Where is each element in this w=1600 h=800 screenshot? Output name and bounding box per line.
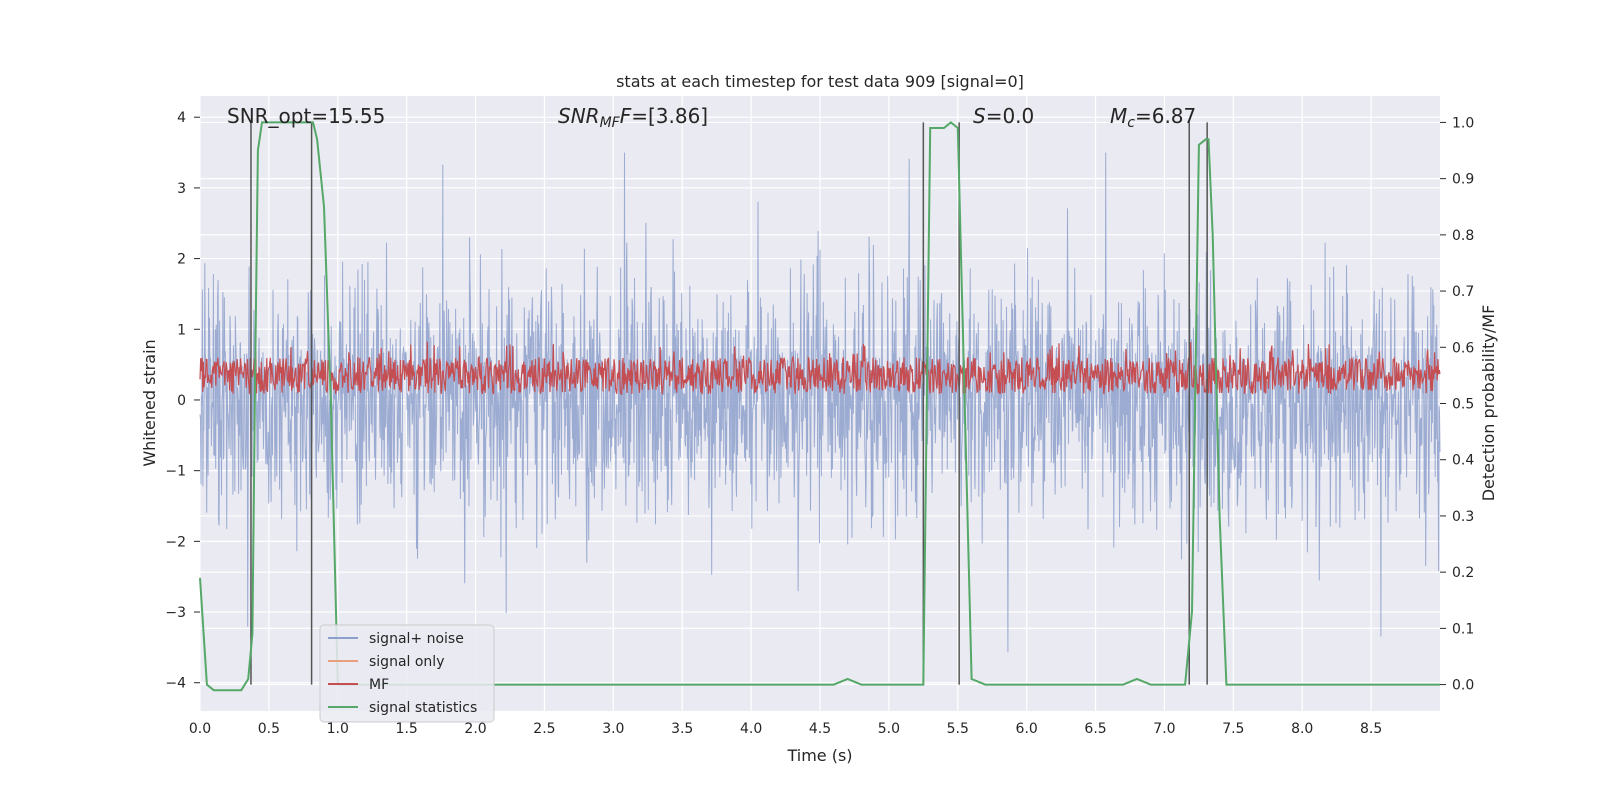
x-tick-label: 0.0 xyxy=(189,721,211,737)
y-tick-label-left: 0 xyxy=(177,393,186,409)
x-tick-label: 8.0 xyxy=(1291,721,1313,737)
y-tick-label-right: 1.0 xyxy=(1452,115,1474,131)
y-tick-label-right: 0.4 xyxy=(1452,453,1474,469)
series-layer xyxy=(199,121,1441,692)
y-tick-label-right: 0.3 xyxy=(1452,509,1474,525)
series-mf xyxy=(199,341,1441,395)
x-axis-label: Time (s) xyxy=(786,746,852,765)
x-tick-label: 8.5 xyxy=(1360,721,1382,737)
y-tick-label-left: 3 xyxy=(177,181,186,197)
legend-label-mf: MF xyxy=(369,677,389,693)
y-axis-label-left: Whitened strain xyxy=(140,339,159,466)
x-tick-label: 6.5 xyxy=(1084,721,1106,737)
x-tick-label: 6.0 xyxy=(1016,721,1038,737)
y-tick-label-right: 0.8 xyxy=(1452,228,1474,244)
y-tick-label-right: 0.9 xyxy=(1452,172,1474,188)
y-tick-label-left: −4 xyxy=(165,676,186,692)
y-tick-label-left: −1 xyxy=(165,464,186,480)
legend: signal+ noise signal only MF signal stat… xyxy=(319,624,495,723)
chart-title: stats at each timestep for test data 909… xyxy=(616,72,1024,91)
x-tick-label: 5.5 xyxy=(947,721,969,737)
y-tick-label-left: −2 xyxy=(165,534,186,550)
y-tick-label-right: 0.0 xyxy=(1452,678,1474,694)
x-tick-label: 3.0 xyxy=(602,721,624,737)
annotation-snr-opt: SNR_opt=15.55 xyxy=(227,104,385,128)
x-tick-label: 5.0 xyxy=(878,721,900,737)
y-axis-label-right: Detection probability/MF xyxy=(1479,305,1498,502)
annotation-s: S=0.0 xyxy=(973,104,1034,128)
x-tick-label: 1.0 xyxy=(327,721,349,737)
y-tick-label-right: 0.2 xyxy=(1452,565,1474,581)
annotation-mc: Mc=6.87 xyxy=(1110,104,1196,131)
x-tick-label: 2.0 xyxy=(464,721,486,737)
ticks: 0.0 0.5 1.0 1.5 2.0 2.5 3.0 3.5 4.0 4.5 5.0 5.5 6.0 6… xyxy=(165,110,1474,737)
y-tick-label-left: 1 xyxy=(177,322,186,338)
x-tick-label: 3.5 xyxy=(671,721,693,737)
x-tick-label: 4.0 xyxy=(740,721,762,737)
y-tick-label-left: −3 xyxy=(165,605,186,621)
x-tick-label: 7.0 xyxy=(1153,721,1175,737)
y-tick-label-left: 4 xyxy=(177,110,186,126)
x-tick-label: 1.5 xyxy=(396,721,418,737)
legend-label-signal-statistics: signal statistics xyxy=(369,700,477,716)
y-tick-label-right: 0.6 xyxy=(1452,340,1474,356)
legend-label-signal-only: signal only xyxy=(369,654,444,670)
x-tick-label: 4.5 xyxy=(809,721,831,737)
y-tick-label-right: 0.1 xyxy=(1452,621,1474,637)
legend-box xyxy=(319,624,495,723)
x-tick-label: 0.5 xyxy=(258,721,280,737)
y-tick-label-left: 2 xyxy=(177,252,186,268)
x-tick-label: 7.5 xyxy=(1222,721,1244,737)
y-tick-label-right: 0.7 xyxy=(1452,284,1474,300)
series-signal-noise xyxy=(199,152,1441,653)
x-tick-label: 2.5 xyxy=(533,721,555,737)
annotation-snr-mf: SNRMFF=[3.86] xyxy=(558,104,708,131)
y-tick-label-right: 0.5 xyxy=(1452,397,1474,413)
series-signal-statistics xyxy=(199,121,1440,692)
legend-label-signal-noise: signal+ noise xyxy=(369,631,464,647)
